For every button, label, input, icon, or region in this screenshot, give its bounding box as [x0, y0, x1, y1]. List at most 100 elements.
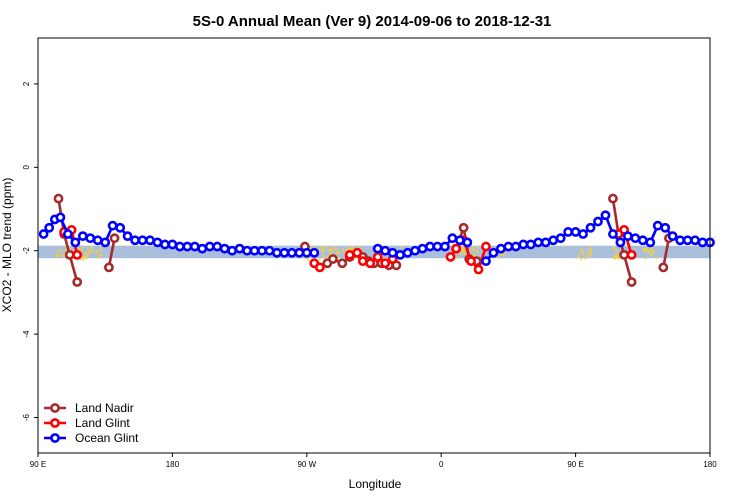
x-tick-label: 90 W — [297, 460, 316, 469]
land-speckle — [476, 246, 479, 249]
data-point — [615, 237, 626, 248]
data-point — [372, 252, 383, 262]
land-speckle — [55, 256, 58, 259]
land-speckle — [614, 246, 616, 250]
data-point — [204, 241, 215, 252]
land-speckle — [500, 253, 503, 257]
land-speckle — [306, 258, 309, 261]
data-point — [357, 256, 368, 267]
land-speckle — [56, 254, 58, 257]
data-point — [212, 241, 223, 252]
land-speckle — [473, 248, 475, 251]
land-patch — [77, 245, 103, 261]
series-line — [107, 237, 116, 268]
land-speckle — [360, 248, 362, 251]
data-point — [387, 247, 398, 258]
data-point — [675, 235, 686, 246]
land-speckle — [588, 248, 590, 251]
data-point — [660, 222, 671, 233]
data-point — [137, 235, 148, 246]
land-speckle — [502, 253, 504, 256]
land-speckle — [646, 248, 648, 251]
data-point — [445, 252, 456, 262]
land-speckle — [582, 252, 585, 256]
data-point — [555, 233, 566, 244]
data-point — [286, 247, 297, 258]
data-point — [197, 243, 208, 254]
data-point — [425, 241, 435, 252]
data-point — [309, 247, 320, 258]
data-point — [563, 227, 574, 237]
land-speckle — [456, 256, 459, 260]
land-speckle — [472, 253, 475, 256]
x-axis-label: Longitude — [349, 477, 402, 491]
land-speckle — [463, 247, 465, 250]
y-tick-label: -2 — [22, 247, 31, 255]
land-speckle — [648, 250, 651, 253]
land-speckle — [616, 256, 618, 259]
data-point — [518, 239, 529, 250]
land-speckle — [63, 254, 65, 257]
data-point — [257, 245, 267, 256]
data-point — [481, 256, 491, 267]
land-speckle — [580, 251, 583, 254]
legend-item: Ocean Glint — [44, 431, 139, 445]
data-point — [264, 245, 275, 256]
land-speckle — [463, 250, 465, 253]
data-point — [496, 243, 506, 254]
land-speckle — [326, 255, 329, 258]
land-speckle — [462, 248, 465, 251]
land-speckle — [615, 251, 617, 255]
land-speckle — [321, 249, 323, 253]
land-speckle — [471, 245, 474, 249]
data-point — [115, 222, 126, 233]
data-point — [570, 227, 581, 237]
data-point — [92, 235, 103, 246]
land-speckle — [328, 249, 331, 252]
data-point — [540, 237, 551, 248]
chart-title: 5S-0 Annual Mean (Ver 9) 2014-09-06 to 2… — [193, 13, 552, 30]
data-point — [481, 241, 491, 252]
x-tick-label: 0 — [439, 460, 444, 469]
data-point — [167, 239, 178, 250]
land-speckle — [100, 247, 102, 250]
data-point — [667, 231, 678, 242]
data-point — [279, 247, 290, 258]
land-speckle — [647, 250, 650, 254]
data-point — [174, 241, 185, 252]
land-speckle — [587, 252, 590, 255]
land-speckle — [461, 251, 464, 255]
land-speckle — [100, 253, 103, 257]
land-speckle — [325, 245, 328, 249]
land-speckle — [644, 247, 647, 251]
land-speckle — [82, 257, 85, 261]
land-speckle — [79, 257, 82, 260]
data-point — [637, 235, 648, 246]
land-speckle — [92, 250, 95, 253]
data-point — [466, 256, 476, 267]
data-point — [682, 235, 693, 246]
y-axis: -6 -4 -2 0 2 — [22, 81, 38, 421]
data-point — [85, 233, 96, 244]
land-speckle — [334, 247, 337, 250]
data-point — [473, 264, 484, 275]
land-speckle — [338, 251, 341, 254]
land-speckle — [84, 252, 87, 256]
land-speckle — [650, 245, 653, 249]
land-speckle — [577, 255, 580, 259]
data-point — [227, 245, 238, 256]
land-speckle — [336, 252, 338, 255]
land-speckle — [61, 249, 63, 253]
data-point — [608, 193, 618, 204]
legend-label: Land Nadir — [75, 401, 134, 415]
data-point — [160, 239, 170, 250]
data-point — [53, 193, 64, 204]
data-point — [600, 210, 611, 221]
data-point — [652, 220, 663, 231]
land-speckle — [341, 248, 344, 251]
data-point — [697, 237, 708, 248]
data-point — [630, 233, 641, 244]
y-tick-label: -6 — [22, 413, 31, 421]
land-speckle — [584, 256, 586, 260]
